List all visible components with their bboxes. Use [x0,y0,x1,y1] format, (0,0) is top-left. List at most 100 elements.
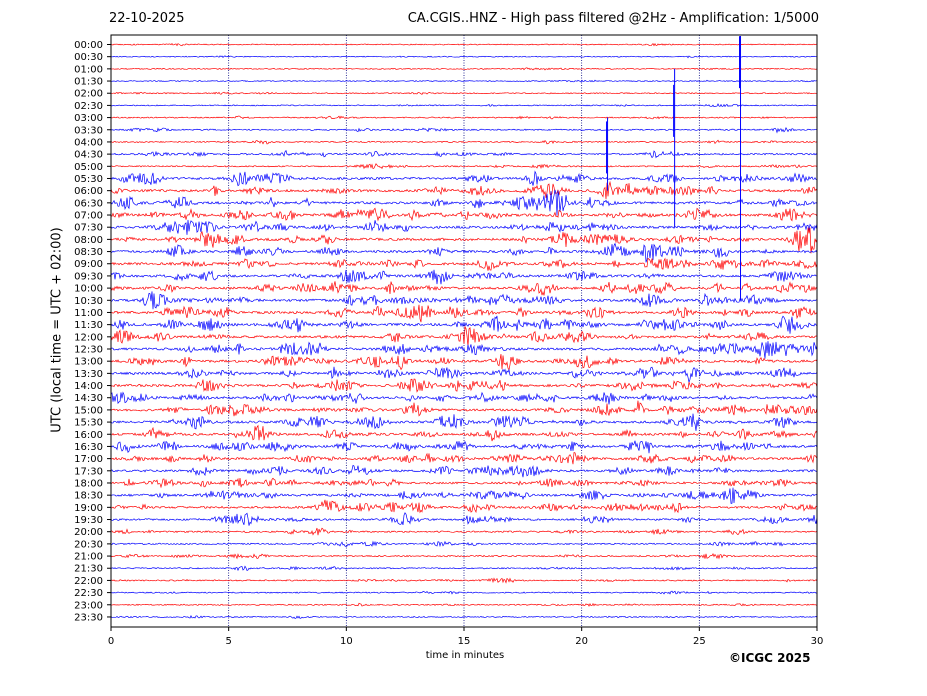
row-label-1700: 17:00 [74,454,103,465]
x-tick-label-25: 25 [693,636,706,647]
row-label-1100: 11:00 [74,308,103,319]
x-tick-label-10: 10 [340,636,353,647]
trace-row-0300 [110,115,818,120]
row-label-2330: 23:30 [74,612,103,623]
trace-row-0230 [110,103,818,108]
trace-row-0930 [110,269,818,285]
trace-row-1830 [110,487,818,504]
row-label-0430: 04:30 [74,150,103,161]
trace-row-0730 [110,219,818,235]
trace-row-2200 [110,577,818,584]
trace-row-1930 [110,512,818,526]
row-label-0530: 05:30 [74,174,103,185]
trace-row-0430 [110,149,818,159]
row-label-1630: 16:30 [74,442,103,453]
x-tick-label-30: 30 [811,636,824,647]
chart-title: CA.CGIS..HNZ - High pass filtered @2Hz -… [407,11,819,26]
trace-row-0900 [110,257,818,271]
trace-row-0530 [110,170,818,187]
row-label-2000: 20:00 [74,527,103,538]
row-label-1300: 13:00 [74,357,103,368]
row-label-1330: 13:30 [74,369,103,380]
trace-row-0500 [110,163,818,170]
row-label-0400: 04:00 [74,137,103,148]
trace-row-1430 [110,391,818,405]
trace-row-0830 [110,242,818,263]
row-label-0730: 07:30 [74,223,103,234]
row-label-0800: 08:00 [74,235,103,246]
row-label-2200: 22:00 [74,576,103,587]
row-label-2300: 23:00 [74,600,103,611]
row-label-0300: 03:00 [74,113,103,124]
row-label-0900: 09:00 [74,259,103,270]
row-label-0100: 01:00 [74,64,103,75]
row-label-1230: 12:30 [74,345,103,356]
row-label-0330: 03:30 [74,125,103,136]
x-tick-label-15: 15 [458,636,471,647]
trace-row-0400 [110,139,818,145]
trace-row-1530 [110,413,818,431]
row-label-0600: 06:00 [74,186,103,197]
row-label-0830: 08:30 [74,247,103,258]
trace-row-0800 [110,227,818,254]
row-label-0200: 02:00 [74,89,103,100]
row-label-1000: 10:00 [74,284,103,295]
trace-row-1730 [110,464,818,478]
row-label-1400: 14:00 [74,381,103,392]
row-label-1900: 19:00 [74,503,103,514]
trace-row-1630 [110,440,818,454]
x-tick-label-20: 20 [575,636,588,647]
row-label-0700: 07:00 [74,211,103,222]
row-label-0930: 09:30 [74,271,103,282]
trace-row-1330 [110,366,818,384]
row-label-0500: 05:00 [74,162,103,173]
x-axis-label: time in minutes [425,650,505,661]
row-label-1800: 18:00 [74,478,103,489]
trace-row-1400 [110,378,818,393]
row-label-2030: 20:30 [74,539,103,550]
trace-row-1900 [110,499,818,514]
trace-row-1000 [110,281,818,296]
row-label-1830: 18:30 [74,491,103,502]
row-label-1730: 17:30 [74,466,103,477]
trace-row-1200 [110,325,818,347]
row-label-0230: 02:30 [74,101,103,112]
trace-row-1500 [110,400,818,417]
trace-row-1100 [110,304,818,323]
chart-date: 22-10-2025 [109,11,185,26]
trace-row-0330 [110,126,818,134]
row-label-0030: 00:30 [74,52,103,63]
trace-row-2330 [110,615,818,619]
x-tick-label-0: 0 [108,636,114,647]
row-label-2100: 21:00 [74,552,103,563]
row-label-1600: 16:00 [74,430,103,441]
row-label-2230: 22:30 [74,588,103,599]
trace-row-0000 [110,43,818,47]
trace-row-0600 [110,180,818,200]
trace-row-2300 [110,602,818,607]
x-tick-label-5: 5 [225,636,231,647]
trace-row-2100 [110,553,818,560]
row-label-1500: 15:00 [74,405,103,416]
trace-row-0200 [110,91,818,95]
trace-row-2230 [110,590,818,595]
row-label-2130: 21:30 [74,564,103,575]
trace-row-1700 [110,452,818,465]
trace-row-1600 [110,424,818,442]
row-label-0130: 01:30 [74,77,103,88]
row-label-1530: 15:30 [74,418,103,429]
row-label-1930: 19:30 [74,515,103,526]
copyright-text: ©ICGC 2025 [729,651,811,665]
trace-row-1030 [110,291,818,310]
row-label-1030: 10:30 [74,296,103,307]
trace-row-0700 [110,207,818,222]
row-label-1430: 14:30 [74,393,103,404]
trace-row-1130 [110,315,818,334]
trace-row-0630 [110,189,818,216]
row-label-0000: 00:00 [74,40,103,51]
row-label-1130: 11:30 [74,320,103,331]
trace-row-1300 [110,354,818,371]
trace-row-2030 [110,540,818,548]
trace-row-2130 [110,565,818,572]
